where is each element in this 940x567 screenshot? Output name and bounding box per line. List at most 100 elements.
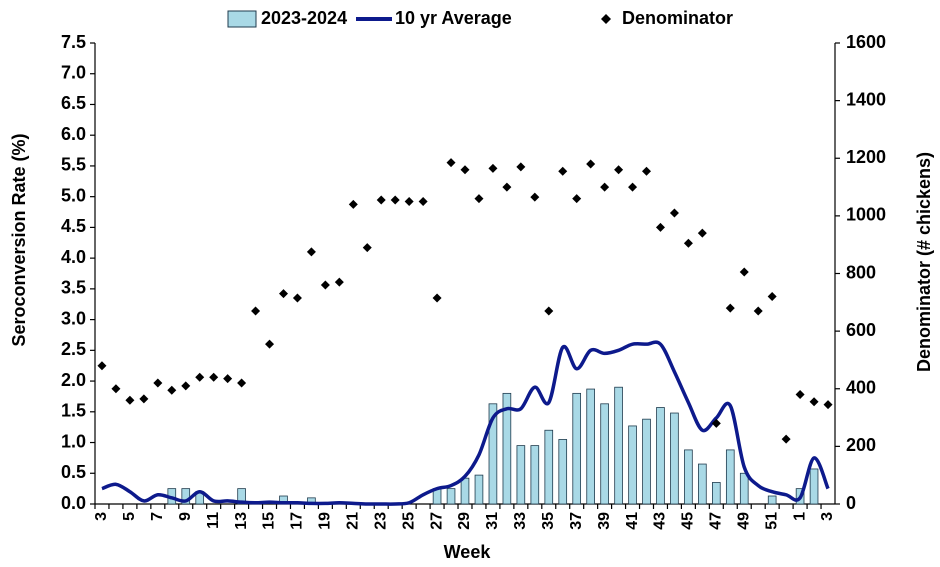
legend-label: 2023-2024 (261, 8, 347, 28)
point (404, 196, 414, 206)
point (278, 289, 288, 299)
x-tick-label: 45 (680, 512, 697, 530)
bar (586, 388, 595, 505)
x-tick-label: 33 (512, 512, 529, 530)
point (167, 385, 177, 395)
point (348, 199, 358, 209)
point (586, 159, 596, 169)
y-tick-label: 3.5 (61, 278, 86, 298)
point (725, 303, 735, 313)
bar (516, 445, 526, 505)
bar (725, 449, 735, 505)
bar (628, 425, 637, 505)
bar (460, 477, 470, 505)
point (97, 361, 107, 371)
point (390, 195, 400, 205)
x-tick-label: 23 (372, 512, 389, 530)
point (181, 381, 191, 391)
x-tick-label: 5 (121, 512, 138, 521)
y2-tick-label: 400 (846, 378, 876, 398)
point (334, 277, 344, 287)
point (251, 306, 261, 316)
point (362, 243, 372, 253)
point (223, 374, 233, 384)
legend-swatch (227, 10, 257, 28)
y-tick-label: 5.5 (61, 155, 86, 175)
bar (670, 412, 679, 505)
point (320, 280, 330, 290)
x-tick-label: 35 (540, 512, 557, 530)
y-tick-label: 2.0 (61, 370, 86, 390)
point (516, 162, 526, 172)
point (460, 165, 470, 175)
y-tick-label: 0.0 (61, 493, 86, 513)
point (697, 228, 707, 238)
y-tick-label: 2.5 (61, 339, 86, 359)
y2-tick-label: 200 (846, 435, 876, 455)
x-tick-label: 47 (708, 512, 725, 530)
point (153, 378, 163, 388)
y-tick-label: 3.0 (61, 308, 86, 328)
y-tick-label: 6.5 (61, 93, 86, 113)
bar (502, 392, 512, 505)
point (655, 222, 665, 232)
point (195, 372, 205, 382)
point (614, 165, 624, 175)
bar (488, 403, 498, 505)
point (558, 166, 568, 176)
point (781, 434, 791, 444)
legend-label: Denominator (622, 8, 733, 28)
point (753, 306, 763, 316)
x-tick-label: 37 (568, 512, 585, 530)
x-tick-label: 13 (233, 512, 250, 530)
legend-swatch (601, 14, 611, 24)
y-tick-label: 1.0 (61, 431, 86, 451)
point (237, 378, 247, 388)
bar (712, 482, 721, 505)
point (418, 196, 428, 206)
y-tick-label: 7.5 (61, 32, 86, 52)
point (376, 195, 386, 205)
bar (474, 474, 484, 505)
bar (558, 439, 568, 505)
y2-tick-label: 1600 (846, 32, 886, 52)
point (292, 293, 302, 303)
bar (530, 445, 540, 505)
x-axis-title: Week (444, 542, 492, 562)
x-tick-label: 19 (317, 512, 334, 530)
x-tick-label: 1 (791, 512, 808, 521)
y-tick-label: 0.5 (61, 462, 86, 482)
point (669, 208, 679, 218)
bar (684, 449, 693, 505)
point (739, 267, 749, 277)
point (306, 247, 316, 257)
x-tick-label: 7 (149, 512, 166, 521)
average-line (101, 340, 830, 506)
x-tick-label: 17 (289, 512, 306, 530)
bar (600, 403, 609, 505)
point (823, 400, 833, 410)
y-axis-title: Seroconversion Rate (%) (9, 133, 29, 346)
x-tick-label: 3 (93, 512, 110, 521)
point (209, 372, 219, 382)
y2-tick-label: 600 (846, 320, 876, 340)
x-tick-label: 21 (345, 512, 362, 530)
x-tick-label: 49 (735, 512, 752, 530)
x-tick-label: 27 (428, 512, 445, 530)
y2-tick-label: 1400 (846, 89, 886, 109)
x-tick-label: 29 (456, 512, 473, 530)
x-tick-label: 9 (177, 512, 194, 521)
point (488, 163, 498, 173)
bar (809, 468, 819, 505)
point (600, 182, 610, 192)
y-tick-label: 1.5 (61, 401, 86, 421)
point (530, 192, 540, 202)
point (265, 339, 275, 349)
bar (544, 429, 554, 505)
y-tick-label: 6.0 (61, 124, 86, 144)
bar (767, 495, 777, 505)
y2-tick-label: 800 (846, 262, 876, 282)
point (111, 384, 121, 394)
y-tick-label: 4.0 (61, 247, 86, 267)
